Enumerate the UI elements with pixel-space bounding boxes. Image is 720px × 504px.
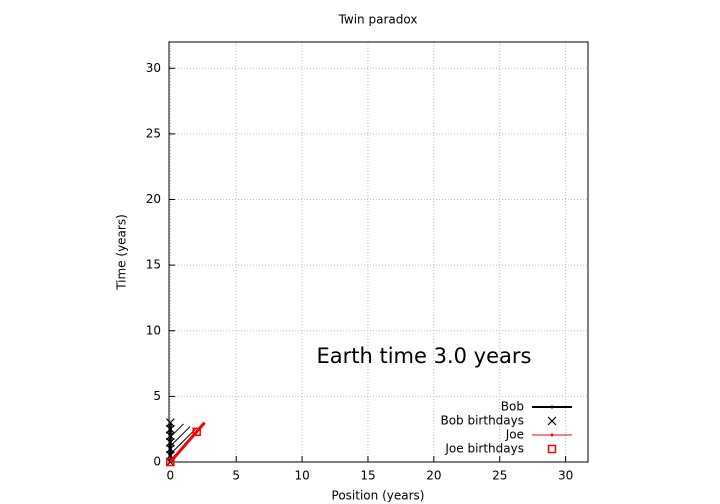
birthday-marker (166, 457, 175, 467)
legend-label: Joe (505, 428, 524, 442)
x-tick-label: 15 (360, 469, 375, 483)
x-tick-label: 30 (558, 469, 573, 483)
birthday-marker (165, 437, 175, 447)
y-tick-label: 25 (146, 126, 161, 140)
legend-sample (550, 433, 554, 437)
y-axis-label: Time (years) (115, 214, 129, 291)
x-tick-label: 0 (166, 469, 174, 483)
plot-border (168, 41, 589, 463)
legend-sample (547, 416, 557, 426)
y-tick-label: 20 (146, 192, 161, 206)
legend-sample (550, 405, 554, 409)
legend-sample (547, 444, 557, 454)
signal-line (169, 428, 196, 455)
legend-label: Bob (501, 400, 524, 414)
birthday-marker (192, 427, 201, 437)
y-tick-label: 30 (146, 61, 161, 75)
birthday-marker (165, 424, 175, 434)
signal-line (169, 423, 184, 438)
y-tick-label: 0 (153, 455, 161, 469)
x-tick-label: 20 (426, 469, 441, 483)
signal-line (169, 426, 191, 447)
legend-label: Joe birthdays (444, 442, 524, 456)
birthday-marker (165, 444, 175, 454)
chart-title: Twin paradox (338, 13, 418, 27)
y-tick-label: 5 (153, 389, 161, 403)
annotation: Earth time 3.0 years (317, 344, 532, 368)
legend-label: Bob birthdays (440, 414, 524, 428)
y-tick-label: 10 (146, 323, 161, 337)
birthday-marker (165, 431, 175, 441)
x-tick-label: 10 (294, 469, 309, 483)
y-tick-label: 15 (146, 258, 161, 272)
x-axis-label: Position (years) (332, 489, 425, 503)
world-line (169, 421, 206, 463)
birthday-marker (165, 418, 175, 428)
x-tick-label: 25 (492, 469, 507, 483)
x-tick-label: 5 (232, 469, 240, 483)
